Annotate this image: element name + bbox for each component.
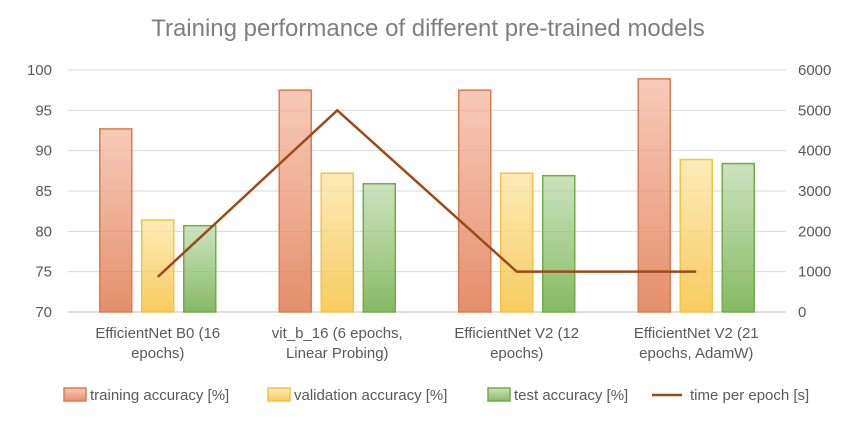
legend-label: validation accuracy [%] <box>294 387 447 404</box>
category-label: epochs) <box>490 345 543 362</box>
category-label: epochs, AdamW) <box>639 345 753 362</box>
left-tick-label: 95 <box>35 102 52 119</box>
right-tick-label: 6000 <box>798 62 831 79</box>
bar-2-1 <box>362 182 396 313</box>
legend-label: training accuracy [%] <box>90 387 229 404</box>
legend: training accuracy [%] validation accuracy… <box>63 387 809 404</box>
left-tick-label: 100 <box>27 62 52 79</box>
left-tick-label: 85 <box>35 183 52 200</box>
left-tick-label: 75 <box>35 264 52 281</box>
left-axis-ticks: 70 75 80 85 90 95 100 <box>27 62 52 321</box>
chart-title: Training performance of different pre-tr… <box>151 15 705 42</box>
right-tick-label: 2000 <box>798 223 831 240</box>
legend-swatch <box>63 387 87 402</box>
legend-label: test accuracy [%] <box>514 387 628 404</box>
right-axis-ticks: 0 1000 2000 3000 4000 5000 6000 <box>798 62 831 321</box>
bar-0-1 <box>278 89 312 313</box>
bar-1-3 <box>679 158 713 313</box>
bar-1-1 <box>320 172 354 313</box>
bar-1-2 <box>500 172 534 313</box>
right-tick-label: 0 <box>798 304 806 321</box>
bar-0-2 <box>458 89 492 313</box>
legend-label: time per epoch [s] <box>690 387 809 404</box>
legend-swatch <box>267 387 291 402</box>
bar-0-3 <box>637 78 671 313</box>
time-per-epoch-line <box>156 108 697 278</box>
legend-swatch <box>487 387 511 402</box>
category-label: EfficientNet V2 (21 <box>634 325 759 342</box>
category-label: vit_b_16 (6 epochs, <box>272 325 403 342</box>
left-tick-label: 80 <box>35 223 52 240</box>
bar-2-2 <box>542 174 576 313</box>
category-label: EfficientNet B0 (16 <box>95 325 220 342</box>
right-tick-label: 5000 <box>798 102 831 119</box>
left-tick-label: 90 <box>35 143 52 160</box>
bar-2-3 <box>721 162 755 313</box>
time-line <box>156 108 697 278</box>
right-tick-label: 3000 <box>798 183 831 200</box>
category-label: EfficientNet V2 (12 <box>454 325 579 342</box>
bar-2-0 <box>183 224 217 313</box>
left-tick-label: 70 <box>35 304 52 321</box>
right-tick-label: 4000 <box>798 143 831 160</box>
right-tick-label: 1000 <box>798 264 831 281</box>
bars <box>99 78 755 313</box>
category-labels: EfficientNet B0 (16 epochs) vit_b_16 (6 ep… <box>95 325 758 362</box>
bar-0-0 <box>99 128 133 313</box>
category-label: Linear Probing) <box>286 345 389 362</box>
category-label: epochs) <box>131 345 184 362</box>
